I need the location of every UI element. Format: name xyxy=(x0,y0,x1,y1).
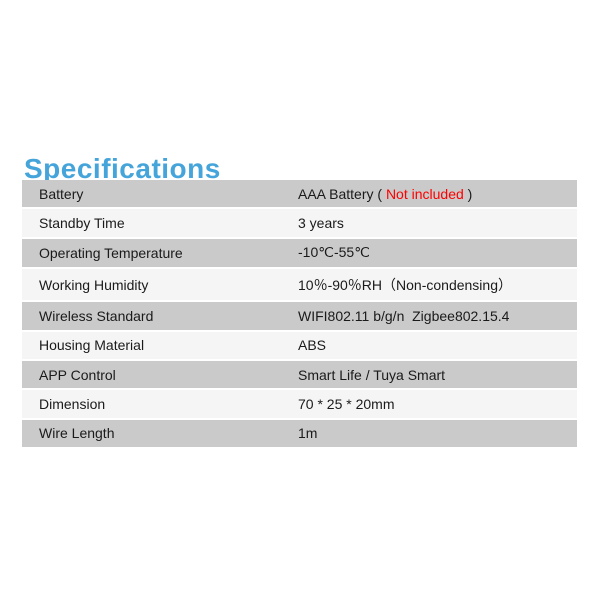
row-value: Smart Life / Tuya Smart xyxy=(298,366,446,383)
value-text: AAA Battery ( xyxy=(298,185,386,202)
page-title: Specifications xyxy=(24,152,221,184)
row-label: Standby Time xyxy=(39,214,125,231)
table-row-standby-time: Standby Time 3 years xyxy=(22,209,577,239)
row-label: Housing Material xyxy=(39,337,145,354)
row-value: 10％-90％RH（Non-condensing） xyxy=(298,276,512,293)
row-label: APP Control xyxy=(39,366,116,383)
row-label: Working Humidity xyxy=(39,276,149,293)
table-row-housing-material: Housing Material ABS xyxy=(22,331,577,361)
table-row-battery: Battery AAA Battery ( Not included ) xyxy=(22,180,577,210)
value-highlight-not-included: Not included xyxy=(385,185,464,202)
row-value: ABS xyxy=(298,337,327,354)
value-text: ) xyxy=(463,185,473,202)
table-row-working-humidity: Working Humidity 10％-90％RH（Non-condensin… xyxy=(22,268,577,303)
row-value: 70 * 25 * 20mm xyxy=(298,395,395,412)
table-row-wire-length: Wire Length 1m xyxy=(22,419,577,447)
row-value: WIFI802.11 b/g/n Zigbee802.15.4 xyxy=(298,307,510,324)
row-label: Operating Temperature xyxy=(39,244,183,261)
row-value: 1m xyxy=(298,425,318,442)
row-value: AAA Battery ( Not included ) xyxy=(298,186,472,202)
row-label: Battery xyxy=(39,185,84,202)
table-row-dimension: Dimension 70 * 25 * 20mm xyxy=(22,390,577,420)
row-label: Wire Length xyxy=(39,425,115,442)
row-value: 3 years xyxy=(298,214,344,231)
specifications-table: Battery AAA Battery ( Not included ) Sta… xyxy=(22,180,577,447)
row-label: Wireless Standard xyxy=(39,307,154,324)
row-value: -10℃-55℃ xyxy=(298,244,370,261)
table-row-app-control: APP Control Smart Life / Tuya Smart xyxy=(22,360,577,391)
table-row-wireless-standard: Wireless Standard WIFI802.11 b/g/n Zigbe… xyxy=(22,302,577,332)
table-row-operating-temperature: Operating Temperature -10℃-55℃ xyxy=(22,238,577,269)
row-label: Dimension xyxy=(39,395,106,412)
